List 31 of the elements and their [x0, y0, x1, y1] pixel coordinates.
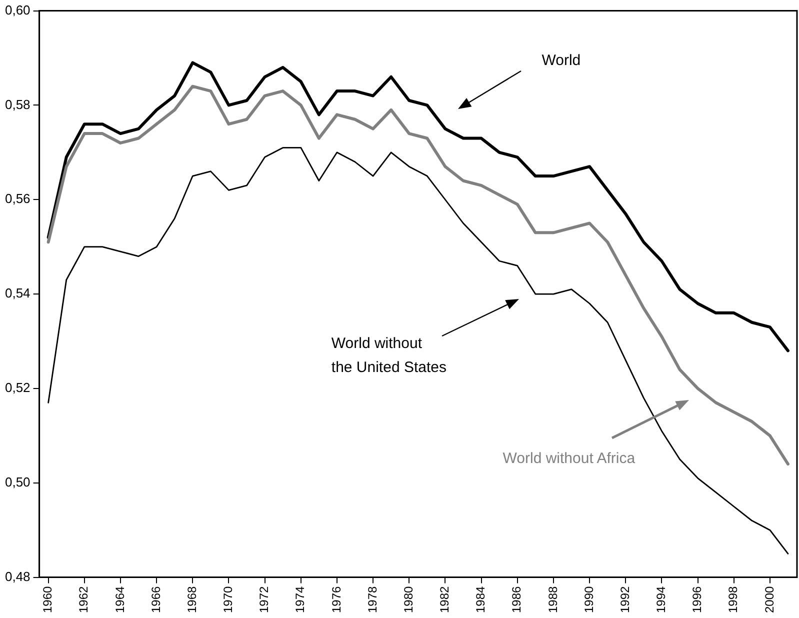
x-tick-label: 1998	[726, 586, 740, 614]
x-tick-label: 1996	[690, 586, 704, 614]
x-tick-label: 1974	[293, 586, 308, 614]
annotation: World without Africa	[502, 449, 636, 470]
y-tick-label: 0,48	[4, 568, 30, 584]
annotation: World	[542, 51, 581, 72]
x-tick-label: 1994	[654, 586, 668, 614]
x-tick-label: 1962	[76, 586, 91, 614]
y-tick-label: 0,60	[4, 2, 30, 18]
y-tick-label: 0,54	[4, 286, 30, 301]
y-tick-label: 0,58	[4, 96, 30, 112]
x-tick-label: 1988	[546, 586, 560, 614]
x-tick-label: 1968	[184, 586, 199, 614]
x-tick-label: 1980	[401, 586, 416, 614]
x-tick-label: 1978	[365, 586, 380, 614]
x-tick-label: 1986	[510, 586, 524, 614]
x-tick-label: 1960	[40, 586, 55, 614]
x-tick-label: 1964	[112, 586, 127, 614]
y-tick-label: 0,56	[4, 191, 30, 206]
y-tick-label: 0,52	[4, 380, 30, 396]
y-tick-label: 0,50	[4, 474, 30, 490]
x-tick-label: 1966	[148, 586, 163, 614]
x-tick-label: 1982	[438, 586, 452, 614]
x-tick-label: 2000	[762, 586, 776, 614]
x-tick-label: 1984	[474, 586, 488, 614]
x-tick-label: 1976	[329, 586, 344, 614]
x-tick-label: 1972	[257, 586, 272, 614]
annotation: World without the United States	[331, 334, 446, 378]
x-tick-label: 1992	[618, 586, 632, 614]
x-tick-label: 1970	[221, 586, 236, 614]
x-tick-label: 1990	[582, 586, 596, 614]
